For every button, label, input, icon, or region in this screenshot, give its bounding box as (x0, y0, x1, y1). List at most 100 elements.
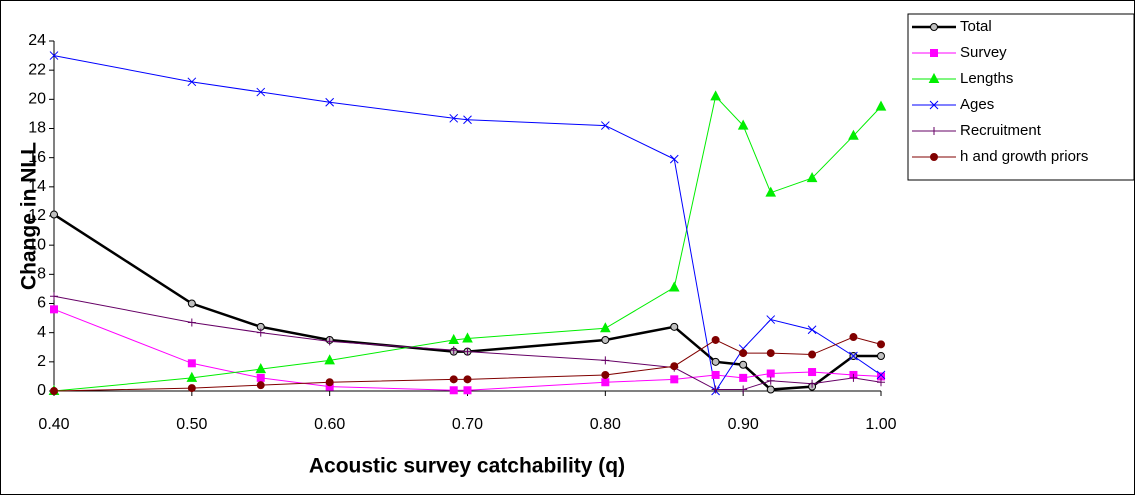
marker (877, 352, 885, 360)
legend-label: Ages (960, 96, 994, 113)
y-tick-label: 2 (37, 353, 46, 370)
marker (710, 90, 721, 101)
marker (463, 386, 472, 395)
marker (601, 335, 610, 344)
marker (711, 335, 720, 344)
x-tick-label: 0.70 (452, 416, 483, 433)
marker (325, 97, 335, 107)
marker (711, 385, 720, 394)
marker (463, 115, 472, 125)
marker (711, 370, 720, 379)
marker (50, 210, 58, 219)
y-tick-label: 18 (28, 120, 46, 137)
marker (187, 299, 196, 308)
marker (186, 371, 198, 382)
marker (600, 121, 610, 130)
marker (875, 100, 887, 111)
y-tick-label: 24 (28, 32, 46, 49)
marker (668, 281, 680, 292)
y-tick-label: 20 (28, 91, 46, 108)
marker (877, 340, 885, 349)
marker (50, 387, 58, 395)
marker (449, 375, 458, 384)
y-tick-label: 12 (28, 207, 46, 224)
x-tick-label: 0.50 (176, 416, 207, 433)
marker (765, 186, 777, 197)
marker (849, 333, 858, 342)
marker (50, 305, 58, 314)
marker (848, 129, 859, 140)
y-tick-label: 0 (37, 382, 46, 399)
marker (187, 384, 196, 393)
marker (462, 332, 473, 343)
marker (601, 378, 610, 387)
marker (928, 72, 940, 83)
series-line (53, 336, 882, 392)
marker (739, 373, 748, 382)
marker (256, 328, 265, 337)
marker (600, 322, 611, 333)
marker (766, 369, 775, 378)
marker (876, 370, 886, 380)
series-line (53, 55, 882, 393)
legend-label: h and growth priors (960, 148, 1088, 165)
marker (670, 362, 679, 371)
legend-box (907, 13, 1135, 181)
marker (766, 315, 776, 324)
marker (670, 375, 679, 384)
marker (766, 376, 775, 385)
series-line (53, 295, 882, 391)
x-tick-label: 0.40 (38, 416, 69, 433)
x-tick-label: 1.00 (865, 416, 896, 433)
marker (739, 349, 748, 358)
marker (877, 378, 885, 387)
legend-label: Total (960, 18, 992, 35)
marker (463, 347, 472, 356)
series-line (53, 95, 882, 392)
marker (930, 127, 938, 135)
marker (256, 373, 265, 382)
x-tick-label: 0.90 (728, 416, 759, 433)
marker (449, 346, 458, 355)
x-axis-title: Acoustic survey catchability (q) (309, 455, 625, 478)
marker (256, 381, 265, 390)
y-axis-title: Change in NLL (18, 142, 41, 290)
marker (325, 337, 334, 346)
marker (255, 363, 267, 374)
marker (601, 370, 610, 379)
marker (187, 77, 197, 87)
marker (808, 379, 817, 388)
marker (670, 322, 679, 331)
marker (256, 87, 266, 97)
x-tick-label: 0.60 (314, 416, 345, 433)
y-tick-label: 22 (28, 61, 46, 78)
marker (187, 318, 196, 327)
marker (187, 359, 196, 368)
marker (766, 349, 775, 358)
marker (739, 360, 748, 369)
marker (324, 354, 335, 365)
marker (449, 386, 458, 395)
marker (737, 119, 749, 130)
series-line (53, 308, 882, 391)
marker (808, 368, 817, 377)
y-tick-label: 4 (37, 324, 46, 341)
legend-label: Recruitment (960, 122, 1042, 139)
marker (50, 292, 58, 301)
y-tick-label: 10 (28, 236, 46, 253)
marker (929, 100, 939, 110)
marker (766, 385, 775, 394)
marker (849, 351, 858, 361)
marker (711, 357, 720, 366)
marker (808, 350, 817, 359)
marker (448, 333, 460, 344)
marker (806, 172, 818, 183)
marker (463, 375, 472, 384)
marker (930, 153, 938, 161)
y-tick-label: 16 (28, 149, 46, 166)
x-tick-label: 0.80 (590, 416, 621, 433)
marker (325, 378, 334, 387)
marker (449, 113, 459, 123)
marker (49, 51, 59, 60)
